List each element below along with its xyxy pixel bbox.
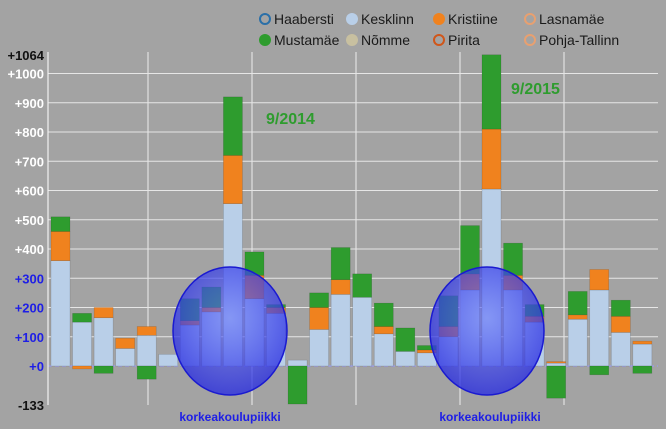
y-tick-label-10: +900	[15, 96, 44, 111]
bar-19-mustamäe	[460, 225, 480, 275]
bar-27-kesklinn	[632, 343, 653, 367]
bar-3-kesklinn	[115, 348, 135, 367]
bar-25-kristiine	[589, 269, 610, 291]
legend-marker-6	[433, 34, 445, 46]
bar-13-kristiine	[330, 279, 351, 295]
y-axis: -133 +0 +100 +200 +300 +400 +500 +600 +700 +800 +9…	[7, 48, 49, 413]
bar-25-kesklinn	[589, 289, 610, 367]
legend-marker-5	[346, 34, 358, 46]
bar-3-kristiine	[115, 337, 135, 349]
y-tick-label-5: +400	[15, 242, 44, 257]
highlight-caption-1: korkeakoulupiikki	[439, 410, 540, 424]
bar-20-kristiine	[481, 128, 502, 190]
bar-27-mustamäe	[632, 365, 653, 374]
y-tick-label-8: +700	[15, 154, 44, 169]
bar-2-mustamäe	[93, 365, 114, 374]
bar-1-kristiine	[72, 365, 92, 370]
bar-11-kesklinn	[287, 359, 308, 367]
bar-26-kesklinn	[610, 332, 631, 367]
y-tick-label-3: +200	[15, 301, 44, 316]
bar-26-kristiine	[610, 315, 631, 333]
annotation-0: 9/2014	[266, 111, 315, 128]
bar-14-kesklinn	[352, 296, 373, 367]
y-tick-label-0: -133	[18, 398, 44, 413]
bar-0-mustamäe	[50, 216, 71, 232]
bar-15-kristiine	[373, 326, 394, 335]
bar-23-kristiine	[546, 361, 566, 364]
bar-15-mustamäe	[373, 302, 394, 327]
legend-label-7: Pohja-Tallinn	[539, 32, 619, 48]
y-tick-label-11: +1000	[7, 67, 44, 82]
bar-14-mustamäe	[352, 273, 373, 298]
bar-4-kesklinn	[136, 334, 157, 367]
highlight-caption-0: korkeakoulupiikki	[179, 410, 280, 424]
legend-label-2: Kristiine	[448, 11, 498, 27]
bar-4-mustamäe	[136, 365, 157, 380]
bar-0-kesklinn	[50, 260, 71, 367]
bar-12-mustamäe	[309, 292, 329, 308]
bar-0-kristiine	[50, 231, 71, 261]
bar-2-kristiine	[93, 307, 114, 319]
bar-16-mustamäe	[395, 327, 416, 352]
bar-23-kesklinn	[546, 362, 566, 367]
bar-24-kristiine	[567, 314, 588, 320]
bar-25-mustamäe	[589, 365, 610, 376]
legend-label-0: Haabersti	[274, 11, 334, 27]
highlight-ellipses: korkeakoulupiikki korkeakoulupiikki	[172, 266, 545, 424]
bar-16-kesklinn	[395, 351, 416, 367]
legend-marker-4	[259, 34, 271, 46]
y-tick-label-2: +100	[15, 330, 44, 345]
bar-12-kristiine	[309, 307, 329, 330]
highlight-ellipse-0	[172, 266, 288, 396]
legend-marker-0	[259, 13, 271, 25]
legend-marker-3	[524, 13, 536, 25]
annotations: 9/2014 9/2015	[266, 81, 560, 128]
legend-label-6: Pirita	[448, 32, 480, 48]
bar-8-mustamäe	[223, 96, 243, 156]
bar-2-kesklinn	[93, 317, 114, 367]
bar-1-kesklinn	[72, 321, 92, 367]
bar-24-kesklinn	[567, 318, 588, 367]
legend-label-3: Lasnamäe	[539, 11, 605, 27]
bar-13-mustamäe	[330, 247, 351, 281]
highlight-ellipse-1	[429, 266, 545, 396]
legend-label-1: Kesklinn	[361, 11, 414, 27]
y-tick-label-9: +800	[15, 125, 44, 140]
bar-15-kesklinn	[373, 333, 394, 367]
bar-1-mustamäe	[72, 313, 92, 323]
y-tick-label-7: +600	[15, 184, 44, 199]
legend-label-5: Nõmme	[361, 32, 410, 48]
bars	[50, 54, 653, 405]
bar-8-kristiine	[223, 155, 243, 204]
bar-27-kristiine	[632, 340, 653, 345]
bar-24-mustamäe	[567, 291, 588, 316]
bar-13-kesklinn	[330, 294, 351, 367]
bar-26-mustamäe	[610, 299, 631, 317]
bar-11-mustamäe	[287, 365, 308, 405]
legend-marker-7	[524, 34, 536, 46]
y-tick-label-4: +300	[15, 271, 44, 286]
bar-5-kesklinn	[158, 353, 179, 367]
bar-12-kesklinn	[309, 329, 329, 367]
y-tick-label-1: +0	[29, 359, 44, 374]
legend-marker-2	[433, 13, 445, 25]
bar-4-kristiine	[136, 326, 157, 336]
bar-20-mustamäe	[481, 54, 502, 130]
y-tick-label-6: +500	[15, 213, 44, 228]
y-tick-label-12: +1064	[7, 48, 44, 63]
bar-23-mustamäe	[546, 365, 566, 399]
legend-label-4: Mustamäe	[274, 32, 340, 48]
legend: Haabersti Kesklinn Kristiine Lasnamäe Mustam…	[259, 11, 619, 48]
annotation-1: 9/2015	[511, 81, 560, 98]
legend-marker-1	[346, 13, 358, 25]
